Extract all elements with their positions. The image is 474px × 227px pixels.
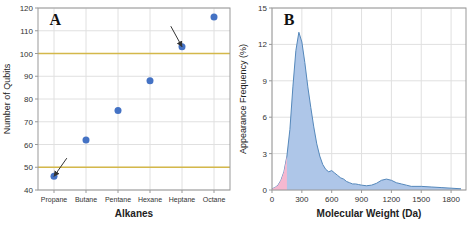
tick-y xyxy=(269,8,272,9)
arrow xyxy=(54,158,67,176)
tick-y xyxy=(269,44,272,45)
tick-label-y: 12 xyxy=(258,40,267,49)
tick-y xyxy=(35,76,38,77)
y-axis-label: Number of Qubits xyxy=(2,63,12,134)
tick-x xyxy=(118,190,119,193)
tick-x xyxy=(421,190,422,193)
plot-frame xyxy=(272,8,466,190)
data-group xyxy=(272,32,461,190)
plot-background xyxy=(38,8,230,190)
tick-label-y: 15 xyxy=(258,4,267,13)
tick-x xyxy=(301,190,302,193)
tick-label-y: 80 xyxy=(24,95,33,104)
tick-x xyxy=(391,190,392,193)
tick-x xyxy=(182,190,183,193)
tick-x xyxy=(150,190,151,193)
tick-y xyxy=(35,8,38,9)
tick-label-y: 110 xyxy=(20,27,33,36)
tick-label-y: 70 xyxy=(24,118,33,127)
tick-y xyxy=(35,30,38,31)
tick-label-y: 100 xyxy=(20,50,34,59)
grid-line-x xyxy=(361,8,362,190)
tick-y xyxy=(269,153,272,154)
grid-line-y xyxy=(38,99,230,100)
area-outline xyxy=(272,32,461,189)
tick-y xyxy=(35,121,38,122)
grid-line-x xyxy=(391,8,392,190)
figure: 405060708090100110120PropaneButanePentan… xyxy=(0,0,474,227)
grid-line-y xyxy=(38,121,230,122)
grid-line-x xyxy=(86,8,87,190)
grid-line-x xyxy=(118,8,119,190)
tick-label-x: 0 xyxy=(270,195,275,204)
tick-label-y: 60 xyxy=(24,141,33,150)
tick-label-y: 0 xyxy=(263,186,268,195)
tick-label-y: 50 xyxy=(24,163,33,172)
grid-line-x xyxy=(182,8,183,190)
tick-label-x: Heptane xyxy=(169,196,196,204)
x-axis-label: Molecular Weight (Da) xyxy=(317,208,422,219)
tick-x xyxy=(361,190,362,193)
tick-x xyxy=(331,190,332,193)
panel: 0 3 6 9 12 15 0 300 600 900 1200 1500 1800 Molecular … xyxy=(238,4,466,219)
tick-y xyxy=(35,167,38,168)
tick-label-y: 40 xyxy=(24,186,33,195)
grid-line-y xyxy=(38,167,230,168)
tick-label-x: 1800 xyxy=(442,195,460,204)
tick-label-y: 6 xyxy=(263,113,268,122)
grid-line-x xyxy=(451,8,452,190)
x-axis-label: Alkanes xyxy=(115,208,154,219)
arrow xyxy=(171,26,182,46)
tick-y xyxy=(35,53,38,54)
tick-label-x: Propane xyxy=(41,196,68,204)
grid-line-y xyxy=(38,53,230,54)
panel-title: B xyxy=(284,11,295,28)
data-group xyxy=(38,14,230,180)
panel-title: A xyxy=(50,11,62,28)
grid-line-y xyxy=(38,144,230,145)
point xyxy=(211,14,218,21)
tick-label-y: 90 xyxy=(24,72,33,81)
plot-background xyxy=(272,8,466,190)
tick-x xyxy=(451,190,452,193)
reference-line xyxy=(38,167,230,169)
panel: 40 50 60 70 80 90 100 110 120 Propane Butane Pentan… xyxy=(2,4,230,219)
grid-line-y xyxy=(38,30,230,31)
tick-label-x: 600 xyxy=(325,195,339,204)
tick-x xyxy=(214,190,215,193)
tick-y xyxy=(35,144,38,145)
tick-label-x: 1500 xyxy=(412,195,430,204)
point xyxy=(83,136,90,143)
plot-frame xyxy=(38,8,230,190)
tick-label-x: 1200 xyxy=(382,195,400,204)
tick-x xyxy=(54,190,55,193)
point xyxy=(115,107,122,114)
tick-label-x: Hexane xyxy=(138,196,162,203)
reference-line xyxy=(38,53,230,55)
tick-label-x: 300 xyxy=(295,195,309,204)
tick-x xyxy=(86,190,87,193)
grid-line-x xyxy=(421,8,422,190)
tick-label-x: Pentane xyxy=(105,196,131,203)
grid-line-x xyxy=(150,8,151,190)
area xyxy=(272,32,461,190)
tick-label-y: 120 xyxy=(20,4,34,13)
grid-line-x xyxy=(331,8,332,190)
tick-x xyxy=(272,190,273,193)
tick-y xyxy=(269,80,272,81)
tick-label-x: Octane xyxy=(203,196,226,203)
tick-y xyxy=(35,190,38,191)
tick-y xyxy=(35,99,38,100)
tick-label-x: 900 xyxy=(355,195,369,204)
area xyxy=(272,156,287,190)
y-axis-label: Appearance Frequency (%) xyxy=(238,44,248,154)
point xyxy=(147,77,154,84)
tick-label-x: Butane xyxy=(75,196,97,203)
grid-line-y xyxy=(38,76,230,77)
grid-line-x xyxy=(214,8,215,190)
grid-line-x xyxy=(54,8,55,190)
tick-y xyxy=(269,117,272,118)
tick-label-y: 3 xyxy=(263,150,268,159)
tick-label-y: 9 xyxy=(263,77,268,86)
